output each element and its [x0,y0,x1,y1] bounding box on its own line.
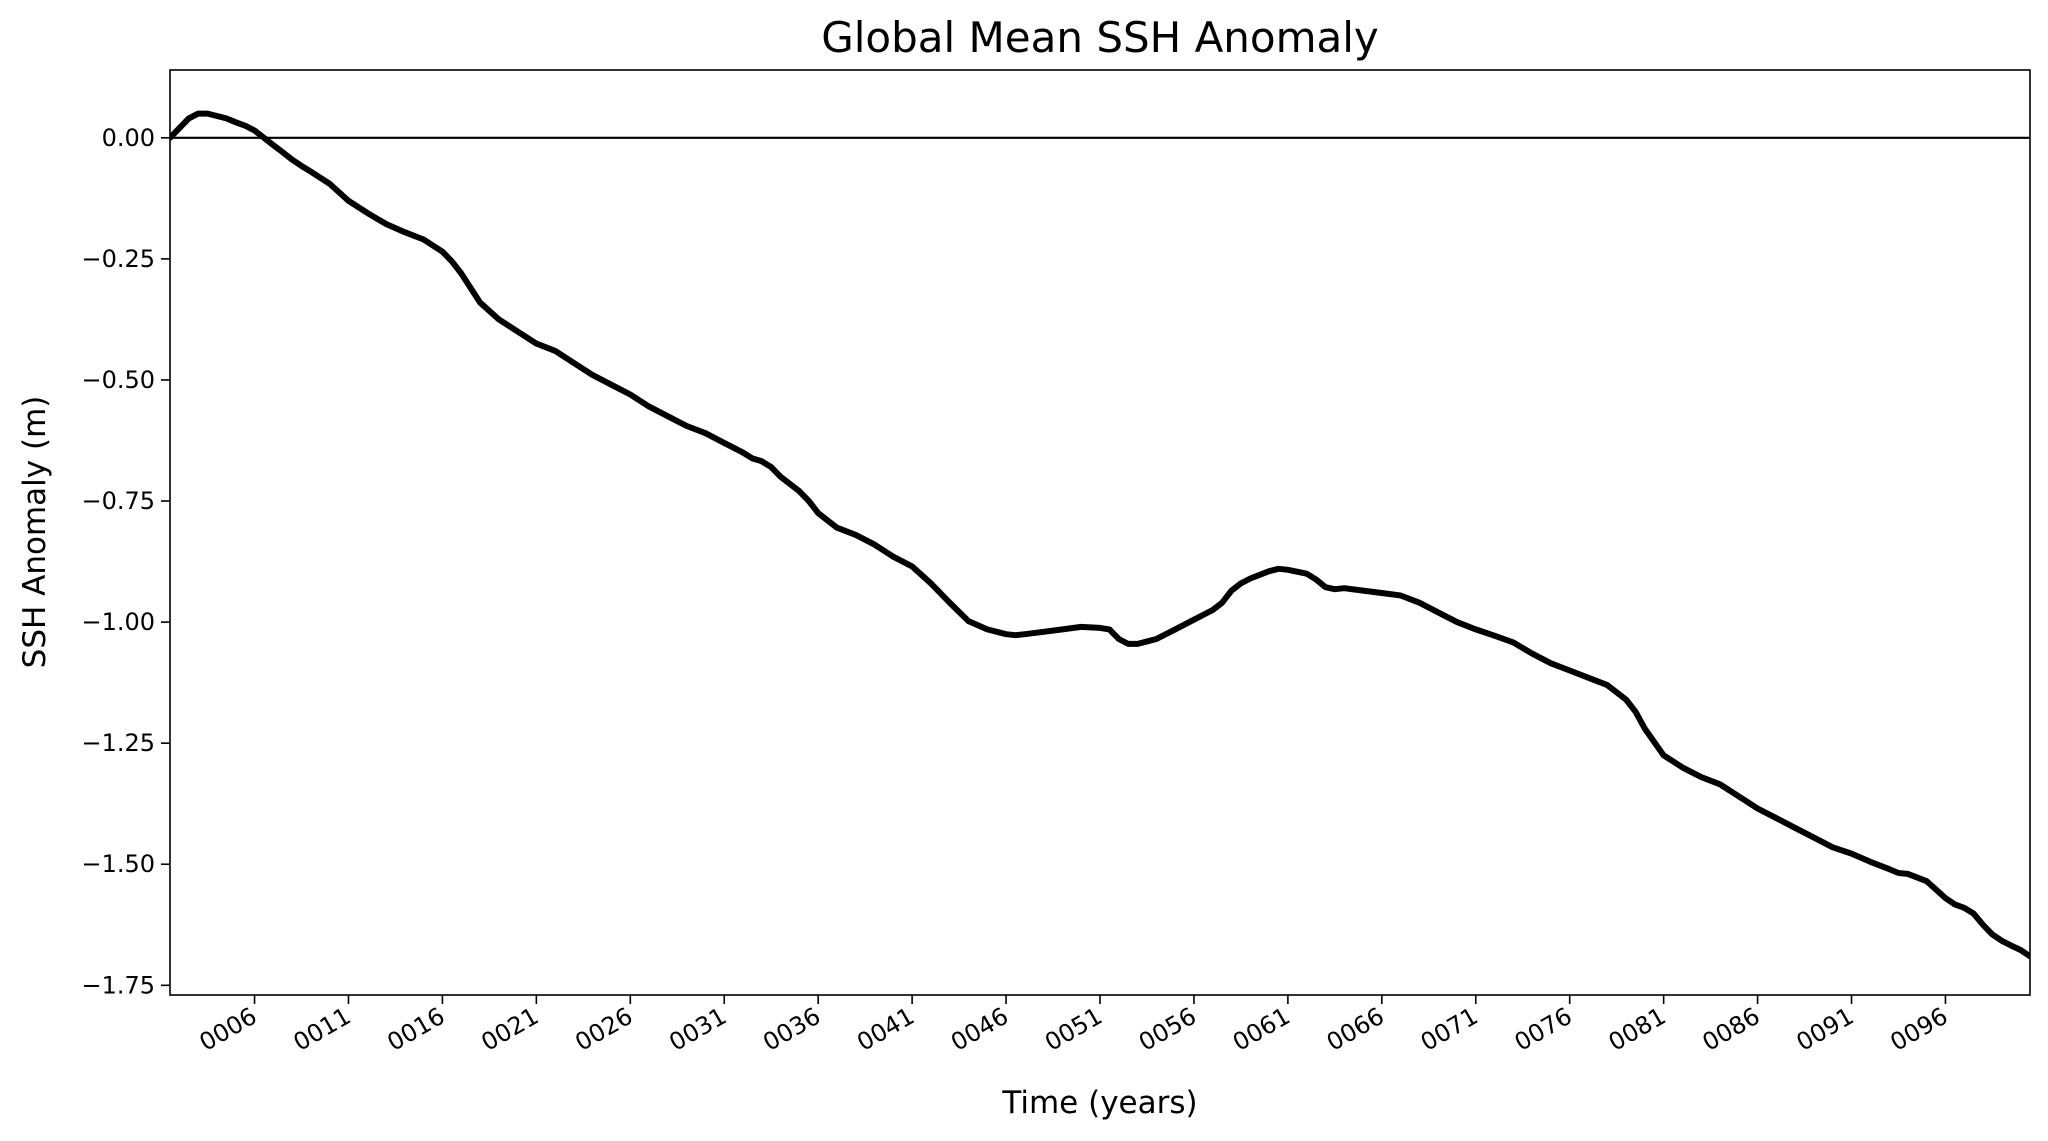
y-tick-label: −1.50 [81,850,155,878]
y-axis-label: SSH Anomaly (m) [17,396,53,669]
y-tick-label: −1.00 [81,608,155,636]
series-line-0 [170,110,2030,960]
y-tick-label: −0.75 [81,487,155,515]
chart-title: Global Mean SSH Anomaly [821,13,1379,62]
y-tick-label: −0.25 [81,245,155,273]
y-tick-label: −1.75 [81,971,155,999]
y-axis-ticks: 0.00 −0.25 −0.50 −0.75 −1.00 −1.25 −1.50 −1.75 [81,124,170,999]
y-tick-label: 0.00 [102,124,155,152]
series-layer [170,110,2030,960]
y-tick-label: −1.25 [81,729,155,757]
y-tick-label: −0.50 [81,366,155,394]
plot-area-background [170,70,2030,995]
x-axis-label: Time (years) [1001,1085,1197,1121]
